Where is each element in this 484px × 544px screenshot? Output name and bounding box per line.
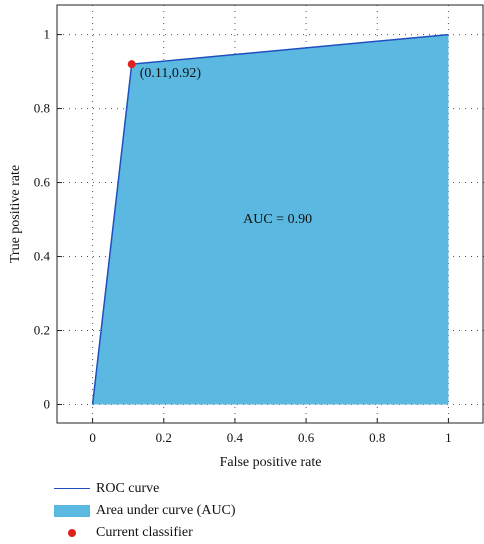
x-tick-label: 0.2 (156, 430, 172, 445)
roc-line-swatch (54, 488, 90, 489)
x-axis-ticks: 0 0.2 0.4 0.6 0.8 1 (89, 418, 452, 445)
y-tick-label: 0.2 (34, 323, 50, 338)
y-axis-ticks: 0 0.2 0.4 0.6 0.8 1 (34, 27, 62, 412)
point-label: (0.11,0.92) (140, 66, 202, 81)
legend-item-roc: ROC curve (40, 478, 460, 500)
legend-label-classifier: Current classifier (96, 525, 193, 540)
x-tick-label: 0.8 (369, 430, 385, 445)
y-axis-label: True positive rate (8, 165, 23, 263)
y-tick-label: 0.6 (34, 175, 51, 190)
roc-chart: 0 0.2 0.4 0.6 0.8 1 0 0.2 0.4 0.6 0.8 1 (0.11,0.92… (8, 4, 484, 470)
legend-item-auc: Area under curve (AUC) (40, 500, 460, 522)
legend: ROC curve Area under curve (AUC) Current… (40, 478, 460, 544)
auc-annotation: AUC = 0.90 (243, 212, 312, 227)
y-tick-label: 0.8 (34, 101, 50, 116)
auc-area-swatch (54, 505, 90, 517)
legend-label-roc: ROC curve (96, 481, 160, 496)
x-tick-label: 1 (445, 430, 452, 445)
legend-label-auc: Area under curve (AUC) (96, 503, 236, 518)
x-axis-label: False positive rate (220, 455, 322, 470)
auc-area (92, 34, 449, 405)
x-tick-label: 0 (89, 430, 96, 445)
y-tick-label: 0 (44, 397, 51, 412)
y-tick-label: 0.4 (34, 249, 51, 264)
y-tick-label: 1 (44, 27, 51, 42)
current-classifier-point (127, 60, 136, 69)
classifier-dot-swatch (68, 529, 76, 537)
plot-frame (56, 4, 484, 424)
legend-item-classifier: Current classifier (40, 522, 460, 544)
x-tick-label: 0.6 (298, 430, 315, 445)
x-tick-label: 0.4 (227, 430, 244, 445)
